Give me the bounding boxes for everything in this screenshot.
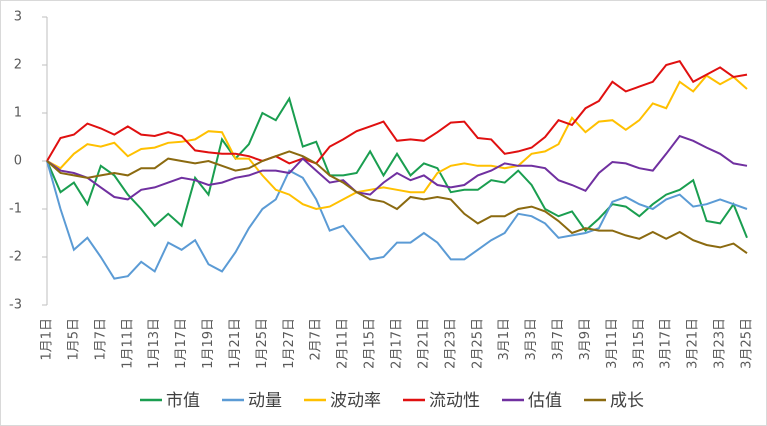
x-tick-label: 3月1日	[497, 318, 512, 361]
x-tick-label: 1月13日	[147, 318, 162, 369]
x-tick-label: 1月1日	[40, 318, 55, 361]
series-line	[46, 60, 748, 165]
x-tick-label: 3月7日	[551, 318, 566, 361]
x-tick-label: 2月23日	[443, 318, 458, 369]
series-line	[46, 160, 748, 280]
legend-label: 成长	[610, 391, 644, 411]
x-tick-label: 1月25日	[255, 318, 270, 369]
legend-label: 流动性	[429, 391, 480, 411]
x-tick-label: 3月21日	[686, 318, 701, 369]
x-tick-label: 3月23日	[713, 318, 728, 369]
x-tick-label: 3月17日	[659, 318, 674, 369]
x-tick-label: 2月21日	[416, 318, 431, 369]
x-tick-label: 2月7日	[309, 318, 324, 361]
series-line	[46, 96, 748, 239]
y-tick-label: -1	[9, 202, 22, 217]
legend-label: 市值	[166, 391, 200, 411]
x-tick-label: 3月11日	[605, 318, 620, 369]
x-tick-label: 3月25日	[740, 318, 755, 369]
y-tick-label: 1	[14, 106, 22, 121]
x-tick-label: 1月19日	[201, 318, 216, 369]
series-line	[46, 150, 748, 255]
x-tick-label: 3月9日	[578, 318, 593, 361]
x-tick-label: 2月17日	[390, 318, 405, 369]
x-tick-label: 1月5日	[66, 318, 81, 361]
x-tick-label: 1月7日	[93, 318, 108, 361]
series-line	[46, 74, 748, 211]
x-tick-label: 1月27日	[282, 318, 297, 369]
y-tick-label: 3	[14, 10, 22, 25]
series-line	[46, 134, 748, 201]
x-tick-label: 2月25日	[470, 318, 485, 369]
legend-label: 估值	[528, 391, 562, 411]
y-tick-label: -2	[9, 250, 22, 265]
x-tick-label: 1月11日	[120, 318, 135, 369]
legend-label: 动量	[248, 391, 282, 411]
x-tick-label: 1月17日	[174, 318, 189, 369]
x-tick-label: 2月15日	[363, 318, 378, 369]
x-tick-label: 2月11日	[336, 318, 351, 369]
y-tick-label: 2	[14, 58, 22, 73]
y-tick-label: -3	[9, 298, 22, 313]
x-tick-label: 3月3日	[524, 318, 539, 361]
y-tick-label: 0	[14, 154, 22, 169]
legend-label: 波动率	[330, 391, 381, 411]
x-tick-label: 1月21日	[228, 318, 243, 369]
x-tick-label: 3月15日	[632, 318, 647, 369]
